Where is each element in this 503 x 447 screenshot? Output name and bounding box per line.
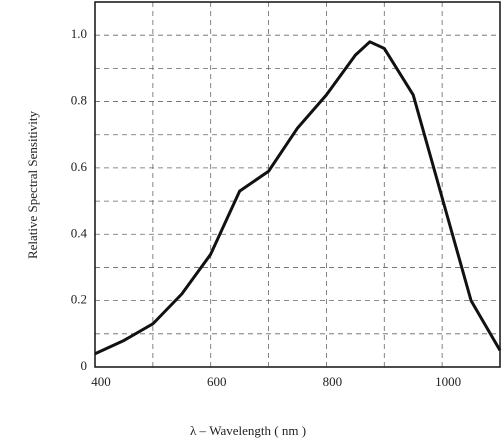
y-tick-label: 0.4 — [71, 225, 88, 240]
y-tick-label: 0.6 — [71, 159, 88, 174]
x-tick-label: 800 — [323, 374, 343, 389]
x-tick-label: 1000 — [435, 374, 461, 389]
x-tick-label: 400 — [91, 374, 111, 389]
x-tick-label: 600 — [207, 374, 227, 389]
x-axis-label: λ – Wavelength ( nm ) — [190, 423, 306, 438]
y-tick-label: 0 — [81, 358, 88, 373]
y-tick-label: 1.0 — [71, 26, 87, 41]
data-line — [94, 40, 502, 356]
y-axis-label: Relative Spectral Sensitivity — [25, 110, 40, 259]
y-tick-label: 0.2 — [71, 292, 87, 307]
plot-frame — [94, 1, 501, 368]
y-tick-label: 0.8 — [71, 93, 87, 108]
